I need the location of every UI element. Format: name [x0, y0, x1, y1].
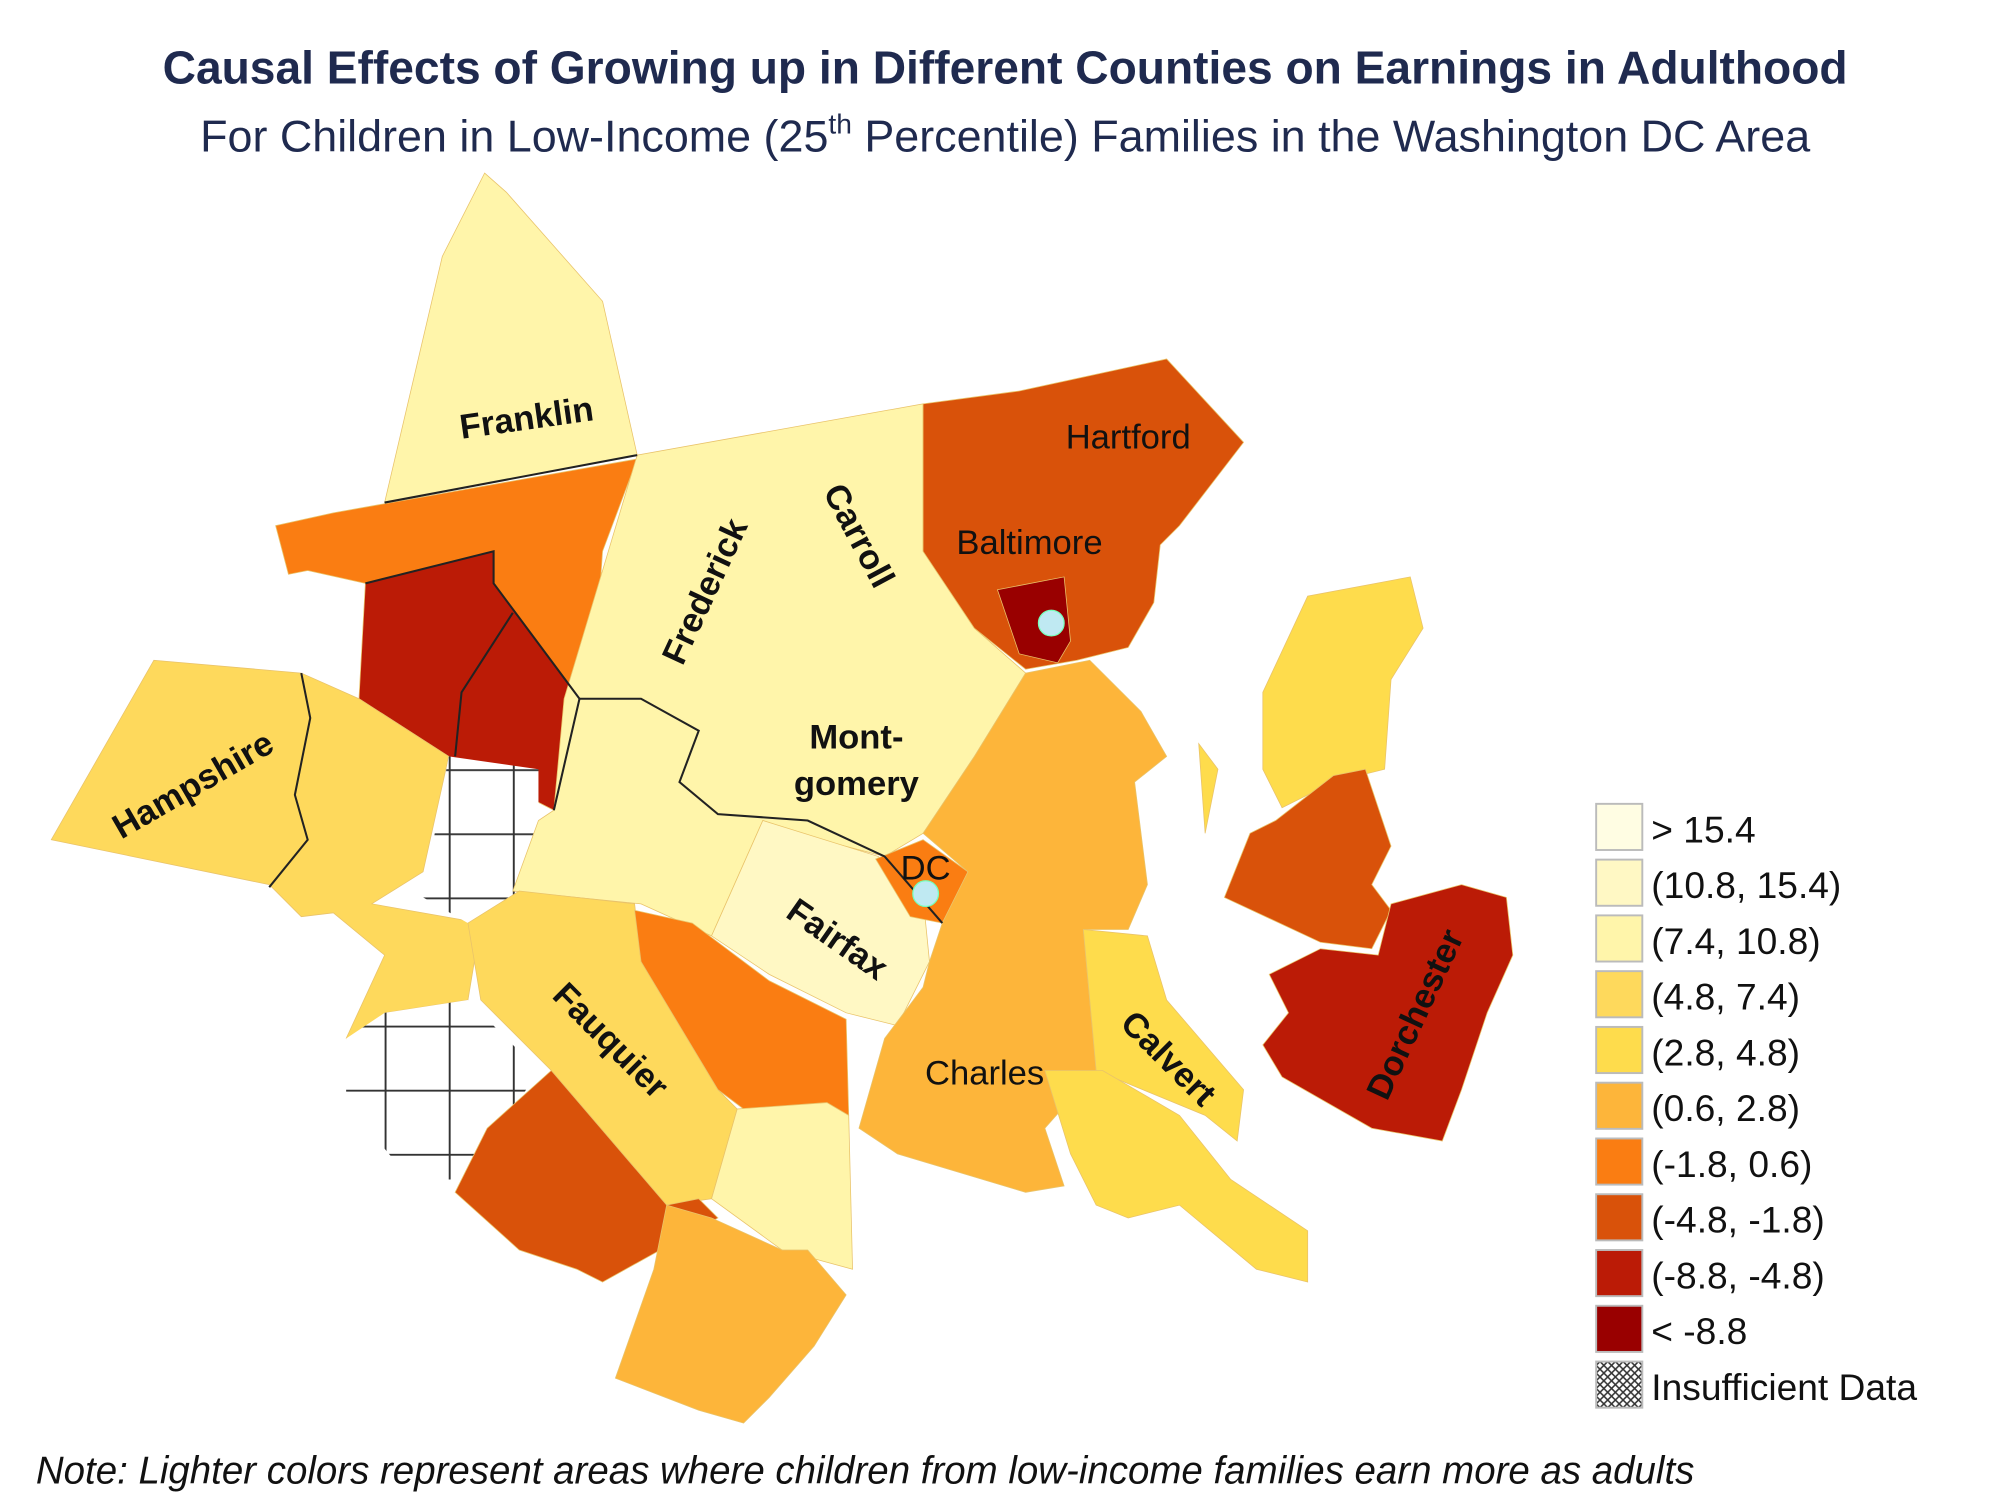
- region-culpeper: [454, 1069, 719, 1283]
- county-borders: [268, 454, 944, 924]
- label-charles: Charles: [925, 1055, 1044, 1093]
- legend-label: (0.6, 2.8): [1651, 1087, 1800, 1129]
- legend-label: (-1.8, 0.6): [1651, 1143, 1812, 1185]
- legend-label: (10.8, 15.4): [1651, 864, 1841, 906]
- legend: > 15.4 (10.8, 15.4) (7.4, 10.8) (4.8, 7.4) (…: [1595, 802, 1917, 1409]
- label-montgomery-2: gomery: [794, 765, 920, 803]
- legend-label: (2.8, 4.8): [1651, 1031, 1800, 1073]
- chart-title: Causal Effects of Growing up in Differen…: [163, 41, 1848, 93]
- legend-swatch: [1595, 1081, 1644, 1130]
- chart-subtitle: For Children in Low-Income (25th Percent…: [200, 107, 1810, 161]
- legend-label: Insufficient Data: [1651, 1366, 1917, 1408]
- legend-label: (4.8, 7.4): [1651, 976, 1800, 1018]
- legend-label: (-4.8, -1.8): [1651, 1199, 1824, 1241]
- region-kent-sliver: [1198, 742, 1219, 834]
- legend-label: (-8.8, -4.8): [1651, 1254, 1824, 1296]
- baltimore-marker: [1037, 609, 1065, 637]
- legend-swatch: [1595, 1025, 1644, 1075]
- legend-swatch: [1595, 1304, 1644, 1353]
- legend-swatch: [1595, 1137, 1644, 1186]
- legend-swatch: [1595, 1249, 1644, 1298]
- region-franklin: [384, 172, 638, 504]
- region-insufficient2: [423, 756, 539, 924]
- legend-label: > 15.4: [1651, 808, 1755, 850]
- region-spotsylvania: [614, 1204, 847, 1424]
- legend-label: < -8.8: [1651, 1310, 1747, 1352]
- region-dorchester: [1262, 884, 1514, 1142]
- legend-swatch: [1595, 1193, 1644, 1242]
- footnote: Note: Lighter colors represent areas whe…: [36, 1449, 1694, 1492]
- county-regions: [50, 172, 1514, 1424]
- legend-swatch: [1595, 914, 1644, 963]
- label-hartford: Hartford: [1066, 419, 1191, 457]
- region-prince-georges-charles: [858, 659, 1168, 1193]
- legend-swatch: [1595, 802, 1644, 851]
- label-montgomery-1: Mont-: [809, 719, 903, 757]
- region-st-marys: [1044, 1070, 1309, 1283]
- label-dc: DC: [901, 849, 951, 887]
- region-queen-annes: [1223, 768, 1392, 950]
- label-baltimore: Baltimore: [956, 524, 1102, 562]
- dc-marker: [912, 880, 940, 908]
- region-baltimore-city: [996, 576, 1071, 664]
- legend-swatch: [1595, 970, 1644, 1019]
- region-kent: [1262, 576, 1424, 809]
- region-baltimore-hartford: [922, 358, 1245, 670]
- legend-label: (7.4, 10.8): [1651, 920, 1820, 962]
- legend-swatch: [1595, 858, 1644, 907]
- legend-swatch: [1595, 1360, 1644, 1409]
